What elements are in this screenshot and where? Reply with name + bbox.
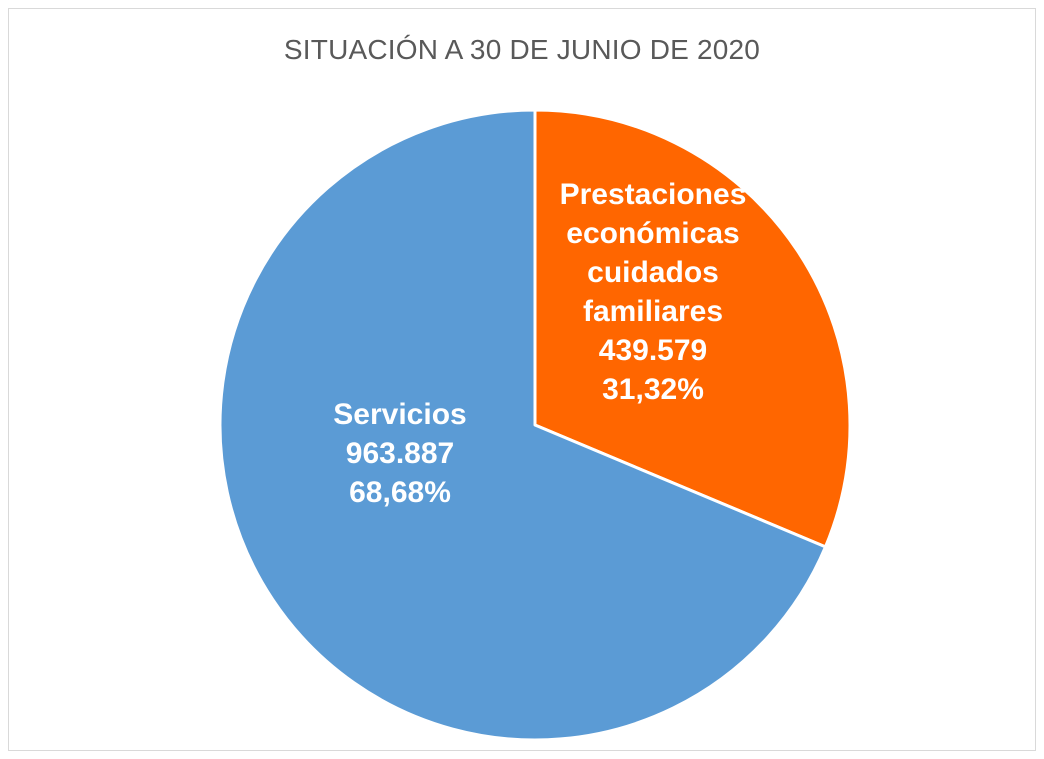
slice-label-line: familiares	[582, 295, 724, 328]
slice-label-line: Servicios	[333, 398, 467, 431]
slice-percent-label: 31,32%	[602, 373, 704, 406]
slice-value-label: 439.579	[598, 334, 708, 367]
pie-slice-1	[218, 108, 827, 742]
slice-label-line: cuidados	[587, 256, 719, 289]
slice-label-servicios: Servicios 963.887 68,68%	[300, 395, 500, 512]
chart-title: SITUACIÓN A 30 DE JUNIO DE 2020	[283, 34, 761, 65]
slice-percent-label: 68,68%	[349, 476, 451, 509]
slice-label-prestaciones: Prestaciones económicas cuidados familia…	[528, 175, 778, 409]
slice-label-line: económicas	[566, 217, 740, 250]
pie-slice-0	[533, 108, 852, 549]
slice-value-label: 963.887	[345, 437, 455, 470]
slice-label-line: Prestaciones	[559, 178, 747, 211]
